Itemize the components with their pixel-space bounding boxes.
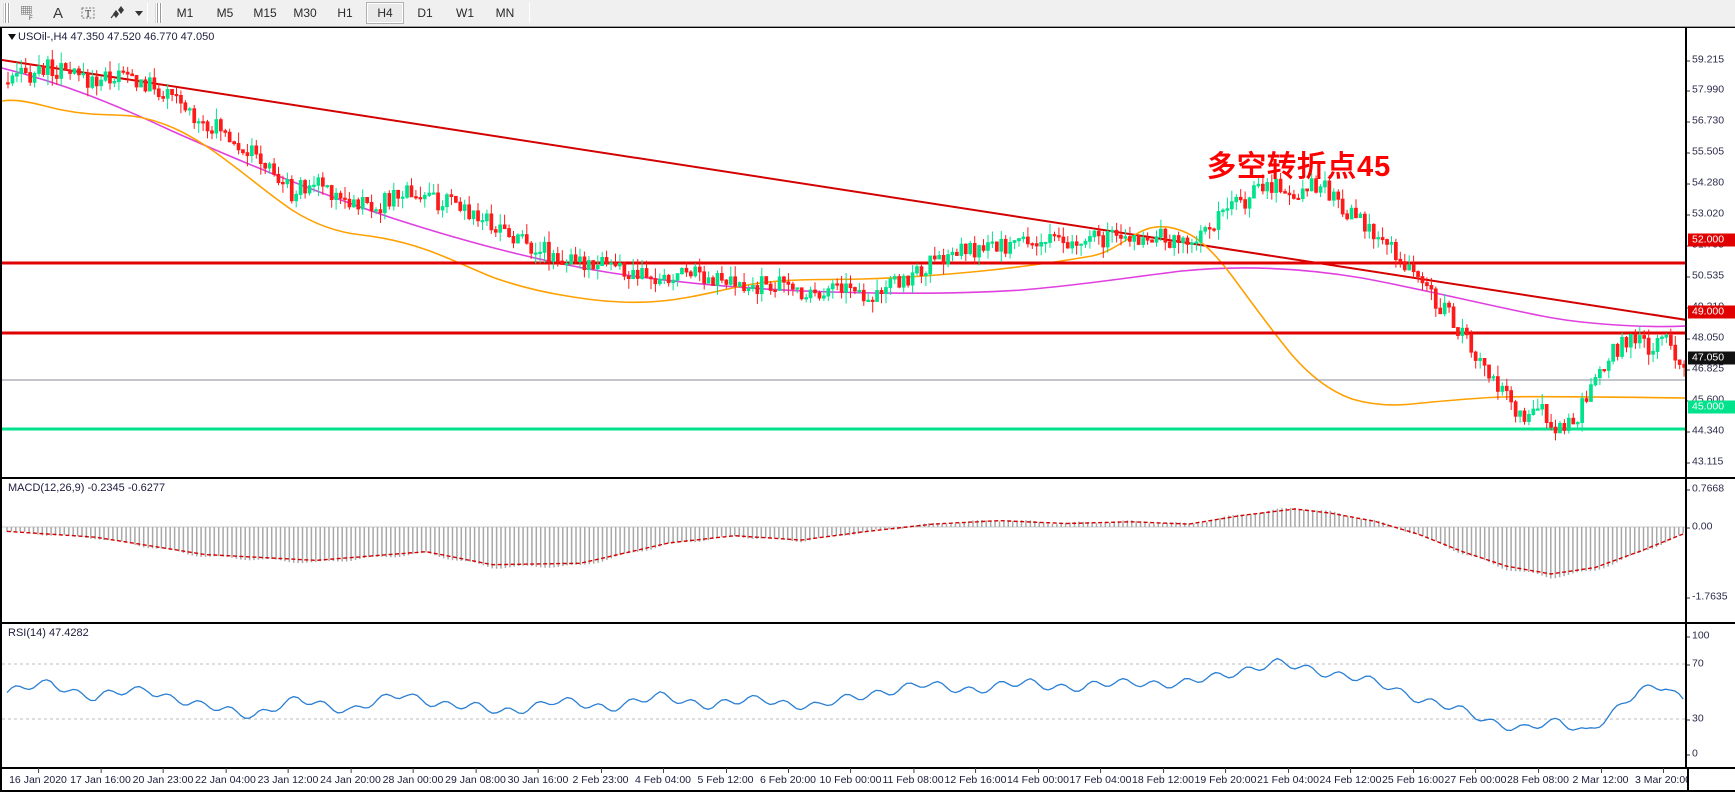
toolbar-grip[interactable] <box>3 3 10 23</box>
price-tick: 43.115 <box>1687 456 1723 468</box>
candlestick-series <box>6 50 1685 441</box>
price-tick: 55.505 <box>1687 146 1724 158</box>
time-tick: 17 Jan 16:00 <box>70 768 131 786</box>
macd-tick: -1.7635 <box>1687 591 1728 603</box>
text-label-glyph: A <box>52 4 63 22</box>
macd-tick: 0.7668 <box>1687 483 1724 495</box>
time-tick: 17 Feb 04:00 <box>1069 768 1132 786</box>
time-tick: 27 Feb 00:00 <box>1444 768 1507 786</box>
time-tick: 2 Mar 12:00 <box>1572 768 1629 786</box>
price-annotation: 多空转折点45 <box>1207 151 1392 183</box>
timeframe-m5[interactable]: M5 <box>216 6 234 20</box>
price-tick: 54.280 <box>1687 177 1724 189</box>
price-tick: 56.730 <box>1687 115 1724 127</box>
time-tick: 21 Feb 04:00 <box>1257 768 1319 786</box>
time-tick: 18 Feb 12:00 <box>1132 768 1194 786</box>
text-label-icon[interactable]: A <box>43 1 73 25</box>
timeframe-d1[interactable]: D1 <box>417 6 433 20</box>
time-tick: 19 Feb 20:00 <box>1194 768 1257 786</box>
rsi-panel[interactable]: RSI(14) 47.4282 100 70 30 0 <box>2 623 1735 768</box>
crosshair-grid-icon[interactable]: F <box>13 1 43 25</box>
rsi-tick: 0 <box>1687 748 1698 760</box>
time-tick: 4 Feb 04:00 <box>634 768 692 786</box>
price-tick: 53.020 <box>1687 208 1724 220</box>
crosshair-grid-glyph: F <box>21 6 33 21</box>
svg-text:T: T <box>85 9 91 20</box>
price-badge-current: 47.050 <box>1688 351 1735 365</box>
toolbar-separator-1 <box>147 3 148 23</box>
price-tick: 48.050 <box>1687 332 1724 344</box>
time-tick: 14 Feb 00:00 <box>1007 768 1069 786</box>
time-tick: 6 Feb 20:00 <box>759 768 817 786</box>
rsi-plot[interactable] <box>2 624 1685 767</box>
time-tick: 3 Mar 20:00 <box>1634 768 1692 786</box>
objects-icon[interactable] <box>103 1 133 25</box>
price-badge-49: 49.000 <box>1688 305 1735 319</box>
macd-tick: 0.00 <box>1687 521 1712 533</box>
downtrend-line <box>2 59 1685 321</box>
rsi-tick: 100 <box>1687 630 1710 642</box>
time-tick: 24 Feb 12:00 <box>1319 768 1382 786</box>
macd-histogram <box>6 508 1684 579</box>
rsi-line <box>6 657 1684 732</box>
price-badge-52: 52.000 <box>1688 233 1735 247</box>
toolbar-separator-2 <box>529 3 530 23</box>
time-axis-corner <box>1687 768 1735 792</box>
price-plot-svg <box>2 50 1685 441</box>
time-tick: 16 Jan 2020 <box>9 768 67 786</box>
rsi-tick: 70 <box>1687 658 1704 670</box>
price-tick: 46.825 <box>1687 363 1724 375</box>
chart-area[interactable]: USOil-,H4 47.350 47.520 46.770 47.050 多空… <box>0 27 1735 792</box>
time-tick: 23 Jan 12:00 <box>257 768 319 786</box>
time-tick: 28 Jan 00:00 <box>382 768 444 786</box>
timeframe-h4[interactable]: H4 <box>366 2 404 24</box>
text-box-icon[interactable]: T <box>73 1 103 25</box>
timeframe-mn[interactable]: MN <box>495 6 515 20</box>
timeframe-w1[interactable]: W1 <box>456 6 474 20</box>
time-tick: 10 Feb 00:00 <box>819 768 882 786</box>
macd-panel[interactable]: MACD(12,26,9) -0.2345 -0.6277 0.7668 0.0… <box>2 478 1735 623</box>
rsi-plot-svg <box>2 657 1685 732</box>
time-tick: 5 Feb 12:00 <box>697 768 754 786</box>
timeframe-m30[interactable]: M30 <box>293 6 317 20</box>
price-tick: 50.535 <box>1687 270 1724 282</box>
price-badge-45: 45.000 <box>1688 400 1735 414</box>
timeframe-grip[interactable] <box>155 3 162 23</box>
time-tick: 11 Feb 08:00 <box>882 768 944 786</box>
price-panel[interactable]: USOil-,H4 47.350 47.520 46.770 47.050 多空… <box>2 28 1735 478</box>
rsi-tick: 30 <box>1687 713 1704 725</box>
svg-text:F: F <box>29 16 33 21</box>
macd-axis[interactable]: 0.7668 0.00 -1.7635 <box>1685 479 1735 622</box>
time-tick: 22 Jan 04:00 <box>195 768 256 786</box>
macd-plot-svg <box>2 508 1685 579</box>
timeframe-m15[interactable]: M15 <box>253 6 277 20</box>
timeframe-m1[interactable]: M1 <box>176 6 194 20</box>
text-box-glyph: T <box>81 7 95 20</box>
timeframe-h1[interactable]: H1 <box>337 6 353 20</box>
objects-glyph <box>110 6 124 19</box>
time-tick: 24 Jan 20:00 <box>320 768 381 786</box>
time-tick: 2 Feb 23:00 <box>572 768 629 786</box>
macd-plot[interactable] <box>2 479 1685 622</box>
price-tick: 59.215 <box>1687 54 1724 66</box>
ma-fast-line <box>2 99 1685 406</box>
price-plot[interactable] <box>2 28 1685 477</box>
price-tick: 44.340 <box>1687 425 1724 437</box>
price-axis[interactable]: 59.215 57.990 56.730 55.505 54.280 53.02… <box>1685 28 1735 477</box>
time-tick: 29 Jan 08:00 <box>445 768 506 786</box>
time-tick: 30 Jan 16:00 <box>507 768 569 786</box>
time-tick: 28 Feb 08:00 <box>1507 768 1569 786</box>
macd-signal-line <box>6 508 1684 575</box>
objects-dropdown-caret[interactable] <box>135 10 143 16</box>
time-tick: 25 Feb 16:00 <box>1382 768 1444 786</box>
price-tick: 57.990 <box>1687 84 1724 96</box>
time-axis[interactable]: 16 Jan 2020 17 Jan 16:00 20 Jan 23:00 22 Ja… <box>2 768 1691 792</box>
time-tick: 20 Jan 23:00 <box>132 768 194 786</box>
rsi-axis[interactable]: 100 70 30 0 <box>1685 624 1735 767</box>
chart-toolbar: F A T M1 M5 M15 M30 H1 H4 D1 W1 <box>0 0 1735 27</box>
time-tick: 12 Feb 16:00 <box>944 768 1007 786</box>
